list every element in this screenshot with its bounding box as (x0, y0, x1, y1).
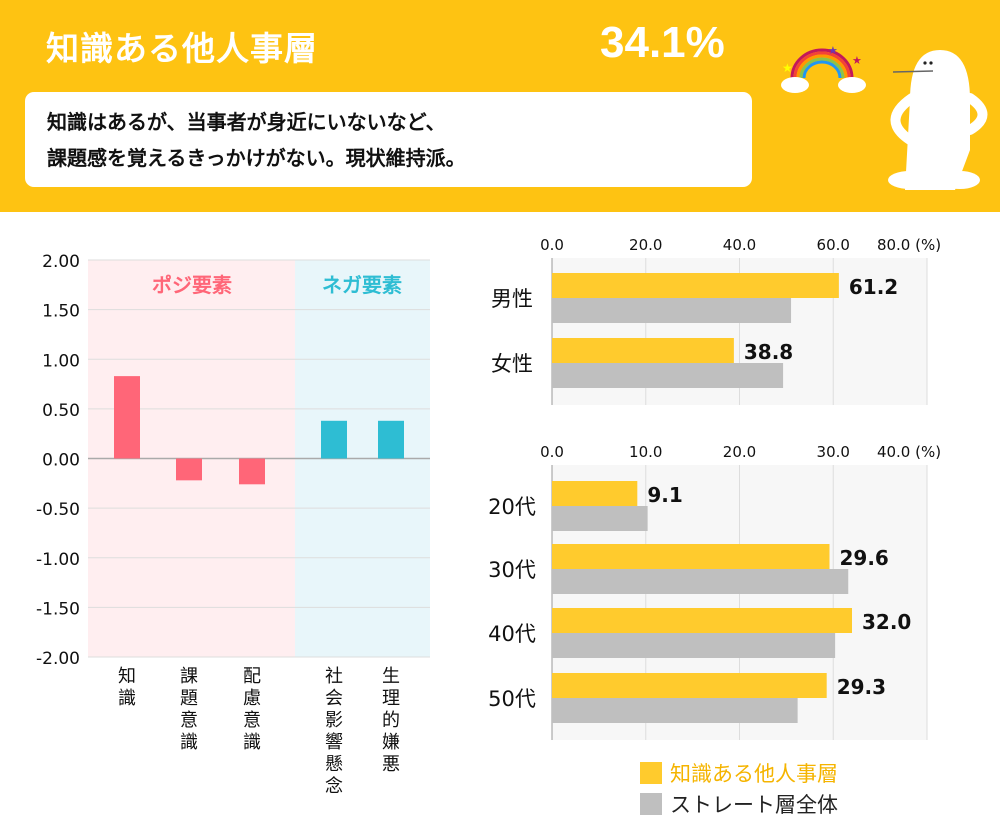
category-label: 20代 (488, 495, 536, 519)
legend-item-segment: 知識ある他人事層 (640, 758, 838, 788)
category-label: 女性 (491, 352, 533, 376)
y-tick-label: 1.00 (42, 351, 80, 371)
y-tick-label: -1.50 (36, 599, 80, 619)
y-tick-label: -2.00 (36, 649, 80, 669)
x-tick-label: 0.0 (540, 443, 564, 461)
factor-score-chart: 2.00 1.50 1.00 0.50 0.00 -0.50 -1.00 -1.50 -2.00… (36, 252, 430, 797)
bar (114, 376, 140, 459)
data-label: 38.8 (744, 340, 793, 364)
y-tick-label: 1.50 (42, 302, 80, 322)
x-tick-label: 30.0 (817, 443, 850, 461)
region-label-negative: ネガ要素 (322, 273, 402, 297)
category-label: 社会影響懸念 (325, 666, 343, 797)
category-label: 生理的嫌悪 (382, 666, 400, 775)
legend-item-overall: ストレート層全体 (640, 789, 838, 819)
x-tick-label: 60.0 (817, 236, 850, 254)
segment-title: 知識ある他人事層 (46, 29, 318, 68)
data-label: 9.1 (647, 483, 682, 507)
category-label: 30代 (488, 558, 536, 582)
x-tick-label: 80.0 (%) (877, 236, 940, 254)
mascot-icon (888, 50, 988, 190)
bar-overall (552, 698, 798, 723)
data-label: 61.2 (849, 275, 898, 299)
bar (378, 420, 404, 459)
bar-segment (552, 481, 638, 506)
region-label-positive: ポジ要素 (152, 273, 232, 297)
x-tick-label: 40.0 (723, 236, 756, 254)
y-tick-label: -0.50 (36, 500, 80, 520)
x-tick-label: 20.0 (723, 443, 756, 461)
segment-percent: 34.1% (600, 18, 725, 67)
x-tick-label: 10.0 (629, 443, 662, 461)
category-label: 配慮意識 (243, 666, 261, 753)
category-label: 50代 (488, 687, 536, 711)
legend-label: 知識ある他人事層 (670, 762, 838, 786)
bar (239, 458, 265, 485)
age-chart: 0.0 10.0 20.0 30.0 40.0 (%) 9.1 20代 29.6 30代 32.0… (488, 443, 940, 740)
gender-chart: 0.0 20.0 40.0 60.0 80.0 (%) 61.2 男性 38.8 女性 (491, 236, 940, 405)
category-label: 40代 (488, 622, 536, 646)
category-label: 知識 (118, 666, 136, 709)
rainbow-icon: ★ ★ ★ (781, 44, 866, 93)
bar-segment (552, 338, 734, 363)
bar-overall (552, 569, 849, 594)
category-label: 課題意識 (180, 666, 198, 753)
bar (321, 420, 347, 459)
bar-overall (552, 506, 648, 531)
description-line: 課題感を覚えるきっかけがない。現状維持派。 (47, 146, 466, 170)
data-label: 29.6 (840, 546, 889, 570)
bar-segment (552, 673, 827, 698)
svg-text:★: ★ (782, 61, 793, 75)
data-label: 29.3 (837, 675, 886, 699)
header-banner: 知識ある他人事層 34.1% 知識はあるが、当事者が身近にいないなど、 課題感を… (0, 0, 1000, 212)
y-tick-label: 0.50 (42, 401, 80, 421)
svg-text:★: ★ (852, 54, 862, 67)
bar-segment (552, 608, 852, 633)
x-tick-label: 0.0 (540, 236, 564, 254)
legend-label: ストレート層全体 (670, 793, 838, 817)
bar (176, 458, 202, 481)
y-tick-label: -1.00 (36, 550, 80, 570)
y-tick-label: 0.00 (42, 451, 80, 471)
bar-segment (552, 273, 839, 298)
description-box: 知識はあるが、当事者が身近にいないなど、 課題感を覚えるきっかけがない。現状維持… (25, 92, 752, 187)
y-tick-label: 2.00 (42, 252, 80, 272)
data-label: 32.0 (862, 610, 911, 634)
bar-overall (552, 633, 836, 658)
legend-swatch (640, 762, 662, 784)
x-tick-label: 20.0 (629, 236, 662, 254)
bar-segment (552, 544, 830, 569)
category-label: 男性 (491, 287, 533, 311)
x-tick-label: 40.0 (%) (877, 443, 940, 461)
character-illustration: ★ ★ ★ (781, 44, 988, 190)
legend-swatch (640, 793, 662, 815)
description-line: 知識はあるが、当事者が身近にいないなど、 (47, 110, 446, 134)
bar-overall (552, 363, 784, 388)
bar-overall (552, 298, 792, 323)
svg-text:★: ★ (828, 44, 838, 57)
